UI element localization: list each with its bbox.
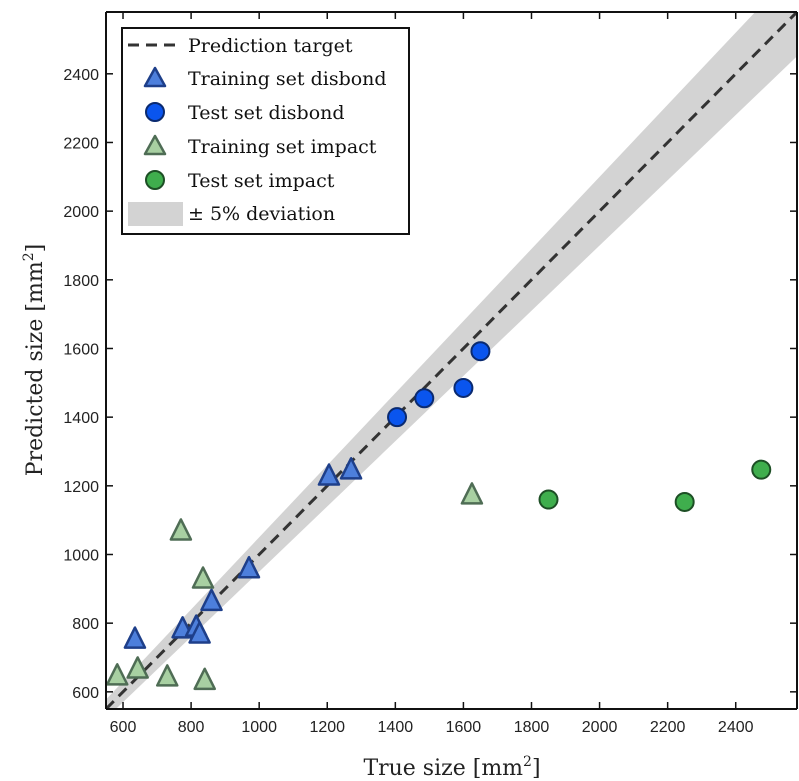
legend-test-disbond-label: Test set disbond: [188, 102, 345, 124]
x-tick-label: 1400: [378, 719, 414, 736]
training-set-disbond-point: [237, 555, 261, 579]
y-tick-label: 600: [72, 685, 99, 702]
legend-test-impact-marker: [145, 170, 165, 190]
y-tick-label: 1800: [63, 273, 99, 290]
training-set-disbond-point: [123, 626, 147, 649]
x-tick-label: 2400: [718, 719, 754, 736]
legend-test-impact-label: Test set impact: [188, 170, 335, 192]
training-set-impact-point: [169, 518, 193, 541]
test-set-impact-point: [751, 459, 772, 480]
legend-box: [121, 27, 410, 235]
legend-target-label: Prediction target: [188, 35, 353, 57]
y-tick-label: 1600: [63, 341, 99, 358]
legend-band-label: ± 5% deviation: [188, 203, 335, 225]
training-set-impact-point: [191, 566, 215, 589]
x-tick-label: 2000: [582, 719, 618, 736]
test-set-disbond-point: [414, 388, 435, 409]
legend-band-swatch: [128, 202, 183, 226]
training-set-disbond-point: [200, 588, 223, 612]
training-set-disbond-point: [188, 621, 211, 644]
legend-training-disbond-marker: [143, 66, 167, 88]
x-tick-label: 1200: [309, 719, 345, 736]
legend-training-disbond-label: Training set disbond: [188, 68, 387, 90]
test-set-disbond-point: [387, 407, 408, 428]
test-set-disbond-point: [470, 341, 491, 362]
x-tick-label: 1600: [446, 719, 482, 736]
legend-training-impact-marker: [143, 134, 167, 156]
y-tick-label: 2200: [63, 135, 99, 152]
training-set-impact-point: [126, 656, 149, 679]
training-set-impact-point: [105, 663, 129, 686]
training-set-impact-point: [460, 482, 484, 505]
y-tick-label: 800: [72, 616, 99, 633]
legend: Prediction target Training set disbond T…: [121, 27, 410, 235]
test-set-impact-point: [674, 491, 695, 512]
points-layer: [105, 341, 772, 691]
x-tick-label: 800: [178, 719, 205, 736]
x-tick-label: 600: [110, 719, 137, 736]
training-set-impact-point: [193, 667, 216, 691]
test-set-disbond-point: [453, 377, 474, 398]
x-tick-label: 1800: [514, 719, 550, 736]
legend-test-disbond-marker: [145, 102, 165, 122]
y-tick-label: 1400: [63, 410, 99, 427]
prediction-target-line: [106, 12, 797, 709]
axes-layer: [105, 11, 798, 710]
ticks-layer: 600 800 1000 1200 1400 1600 1800 2000 2200 2400 60…: [63, 12, 797, 736]
y-tick-label: 1000: [63, 547, 99, 564]
training-set-impact-point: [156, 664, 179, 687]
legend-training-impact-label: Training set impact: [188, 136, 377, 158]
x-axis-label: True size [mm2]: [363, 754, 540, 781]
y-tick-label: 2400: [63, 67, 99, 84]
y-tick-label: 2000: [63, 204, 99, 221]
y-tick-label: 1200: [63, 479, 99, 496]
y-axis-label: Predicted size [mm2]: [21, 244, 48, 476]
x-tick-label: 1000: [241, 719, 277, 736]
training-set-disbond-point: [317, 463, 341, 486]
test-set-impact-point: [538, 489, 559, 510]
training-set-disbond-point: [339, 457, 363, 480]
target-line-layer: [106, 12, 797, 709]
x-tick-label: 2200: [650, 719, 686, 736]
